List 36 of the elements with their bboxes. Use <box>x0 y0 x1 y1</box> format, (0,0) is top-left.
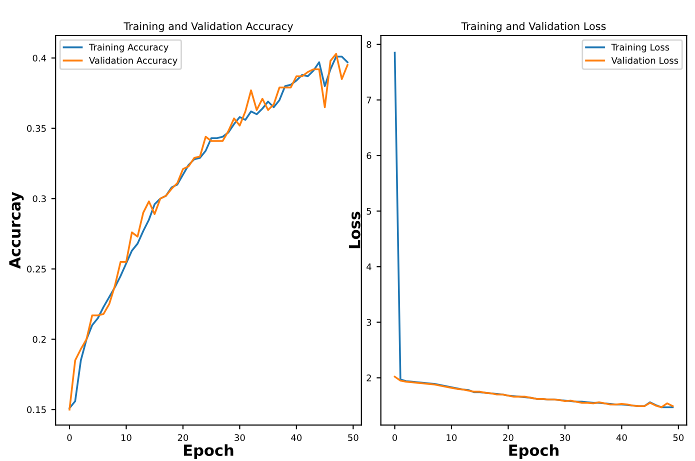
x-tick-label: 30 <box>560 434 570 442</box>
chart-title: Training and Validation Loss <box>461 22 606 32</box>
y-tick-label: 2 <box>366 374 371 382</box>
y-tick-label: 0.3 <box>32 195 46 202</box>
legend-label: Validation Accuracy <box>89 56 178 66</box>
y-tick-label: 8 <box>366 41 372 48</box>
y-tick-label: 5 <box>366 208 372 215</box>
x-tick-label: 10 <box>446 434 457 442</box>
x-tick-label: 20 <box>178 434 188 442</box>
legend-label: Training Loss <box>611 44 670 52</box>
y-tick-label: 0.2 <box>32 336 46 343</box>
y-tick-label: 7 <box>366 96 372 104</box>
legend-label: Validation Loss <box>611 56 678 64</box>
y-tick-label: 3 <box>366 318 372 326</box>
x-axis-title: Epoch <box>184 444 234 459</box>
x-tick-label: 0 <box>67 434 72 442</box>
y-tick-label: 0.4 <box>32 54 46 62</box>
y-tick-label: 6 <box>366 152 372 160</box>
chart-title: Training and Validation Accuracy <box>124 22 293 32</box>
x-tick-label: 10 <box>121 434 132 442</box>
x-tick-label: 0 <box>392 434 398 442</box>
x-tick-label: 40 <box>291 434 302 442</box>
x-tick-label: 30 <box>234 434 245 442</box>
y-axis-title: Loss <box>348 212 360 248</box>
y-tick-label: 4 <box>366 264 372 270</box>
x-axis-title: Epoch <box>509 444 558 459</box>
y-tick-label: 0.35 <box>27 125 46 132</box>
line-series <box>394 376 674 408</box>
x-tick-label: 40 <box>616 434 627 442</box>
y-tick-label: 0.15 <box>27 406 46 414</box>
y-tick-label: 0.25 <box>27 266 46 272</box>
y-axis-title: Accurcay <box>9 192 24 269</box>
x-tick-label: 50 <box>348 434 358 442</box>
x-tick-label: 50 <box>673 434 684 442</box>
x-tick-label: 20 <box>503 434 514 442</box>
legend-label: Training Accuracy <box>88 44 168 52</box>
